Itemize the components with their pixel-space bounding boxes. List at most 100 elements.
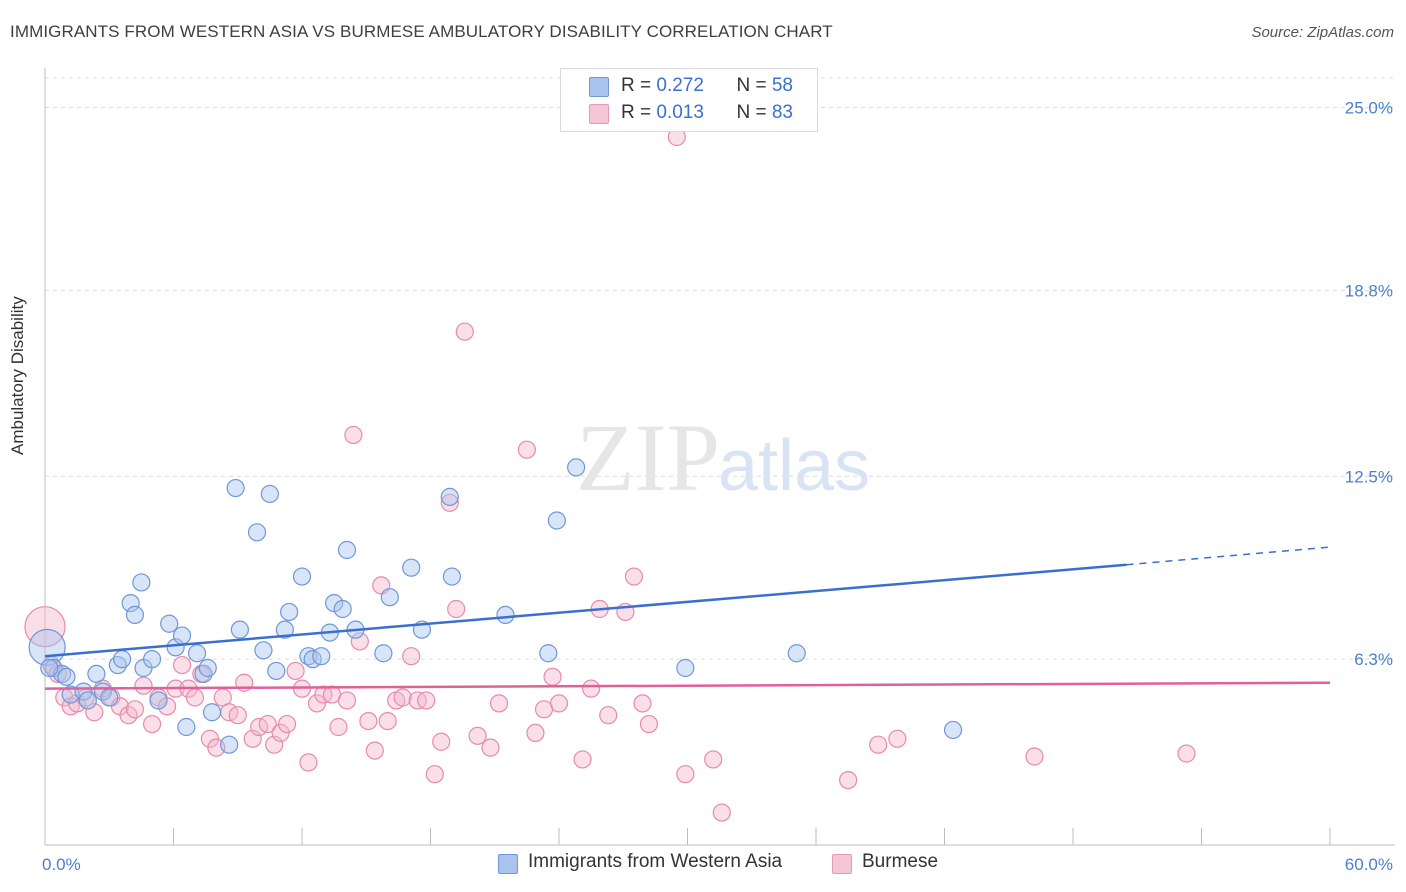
burmese-point [517, 440, 536, 459]
burmese-point [425, 765, 444, 784]
bottom-legend-western-asia: Immigrants from Western Asia [528, 851, 783, 872]
western-asia-point [539, 644, 558, 663]
burmese-point [633, 694, 652, 713]
gridlines [45, 77, 1395, 660]
burmese-point [185, 688, 205, 707]
chart-title: IMMIGRANTS FROM WESTERN ASIA VS BURMESE … [10, 22, 833, 41]
western-asia-point [380, 588, 399, 607]
western-asia-point [149, 691, 168, 710]
western-asia-point [333, 599, 352, 619]
legend-row-burmese: R = 0.013 N = 83 [621, 102, 793, 124]
western-asia-point [202, 703, 222, 722]
western-asia-point [275, 620, 294, 639]
western-asia-point [267, 661, 286, 681]
burmese-point [676, 765, 695, 784]
legend-n-value: 58 [771, 75, 793, 96]
tick-labels: 6.3% 12.5% 18.8% 25.0% 0.0% 60.0% [42, 99, 1393, 875]
western-asia-point [187, 644, 207, 663]
western-asia-point [100, 688, 119, 707]
x-tick-label-max: 60.0% [1345, 855, 1393, 874]
burmese-point [350, 632, 369, 651]
legend-n-label: N = [736, 102, 772, 123]
western-asia-trend-extension [1126, 546, 1331, 566]
y-tick-label: 18.8% [1345, 281, 1393, 300]
western-asia-point [292, 567, 312, 586]
burmese-point [125, 700, 145, 719]
western-asia-point [247, 523, 267, 542]
legend-swatch-blue [589, 77, 609, 97]
western-asia-point [132, 573, 151, 592]
western-asia-point [121, 593, 140, 613]
western-asia-point [142, 650, 162, 669]
burmese-point [277, 714, 297, 734]
legend-r-value: 0.272 [656, 75, 704, 96]
source-label: Source: ZipAtlas.com [1251, 24, 1394, 41]
western-asia-point [943, 720, 963, 740]
burmese-point [402, 647, 421, 666]
western-asia-point [125, 605, 145, 625]
burmese-point [447, 599, 466, 619]
burmese-point [134, 676, 153, 695]
western-asia-point [177, 717, 196, 737]
legend-swatch-pink [589, 104, 609, 124]
axes [44, 68, 1395, 846]
legend-n-value: 83 [771, 102, 793, 123]
burmese-point [481, 738, 500, 757]
burmese-point [599, 706, 618, 725]
legend: R = 0.272 N = 58 R = 0.013 N = 83 [560, 68, 818, 132]
x-tick-label-min: 0.0% [42, 855, 81, 874]
burmese-point [258, 714, 277, 734]
burmese-point [489, 694, 509, 713]
western-asia-point [87, 664, 106, 684]
y-tick-label: 6.3% [1354, 650, 1393, 669]
watermark-zip: ZIP [576, 404, 720, 511]
burmese-point [440, 493, 459, 512]
legend-row-western-asia: R = 0.272 N = 58 [621, 75, 793, 97]
western-asia-trend-line [44, 563, 1127, 658]
western-asia-point [787, 644, 806, 663]
bottom-legend-burmese: Burmese [862, 851, 939, 872]
western-asia-point [567, 458, 586, 477]
western-asia-point [220, 735, 239, 754]
burmese-point [243, 729, 262, 748]
burmese-point [417, 691, 436, 710]
burmese-point [172, 655, 192, 675]
western-asia-point [166, 638, 185, 657]
burmese-point [639, 714, 659, 734]
burmese-point [329, 717, 348, 737]
western-asia-point [312, 647, 331, 666]
western-asia-point [676, 658, 695, 678]
bottom-legend-swatch-blue [498, 854, 518, 874]
legend-r-value: 0.013 [656, 102, 704, 123]
western-asia-point [547, 511, 566, 530]
burmese-point [265, 735, 284, 754]
burmese-point [712, 803, 731, 822]
legend-r-label: R = [621, 75, 657, 96]
burmese-point [573, 750, 592, 769]
burmese-point [24, 606, 66, 648]
burmese-point [85, 703, 104, 722]
burmese-trend-line [44, 681, 1331, 690]
y-tick-label: 12.5% [1345, 467, 1393, 486]
burmese-point [359, 711, 378, 731]
burmese-point [337, 691, 357, 710]
western-asia-point [230, 620, 249, 639]
western-asia-point [280, 602, 299, 622]
western-asia-point [172, 626, 192, 645]
burmese-point [286, 661, 305, 681]
western-asia-point [160, 614, 179, 633]
western-asia-point [40, 658, 59, 678]
burmese-point [344, 425, 363, 445]
western-asia-point [337, 540, 357, 560]
burmese-point [142, 714, 162, 734]
burmese-point [888, 729, 907, 748]
legend-n-label: N = [736, 75, 772, 96]
burmese-point [526, 723, 545, 743]
burmese-point [582, 679, 601, 698]
bottom-legend-swatch-pink [832, 854, 852, 874]
burmese-point [704, 750, 723, 769]
burmese-point [365, 741, 384, 760]
burmese-point [1177, 744, 1196, 763]
western-asia-point [442, 567, 462, 586]
